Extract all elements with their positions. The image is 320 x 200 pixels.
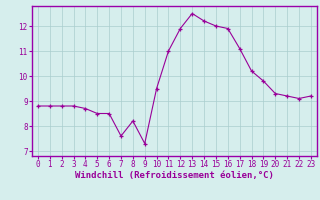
X-axis label: Windchill (Refroidissement éolien,°C): Windchill (Refroidissement éolien,°C) [75, 171, 274, 180]
